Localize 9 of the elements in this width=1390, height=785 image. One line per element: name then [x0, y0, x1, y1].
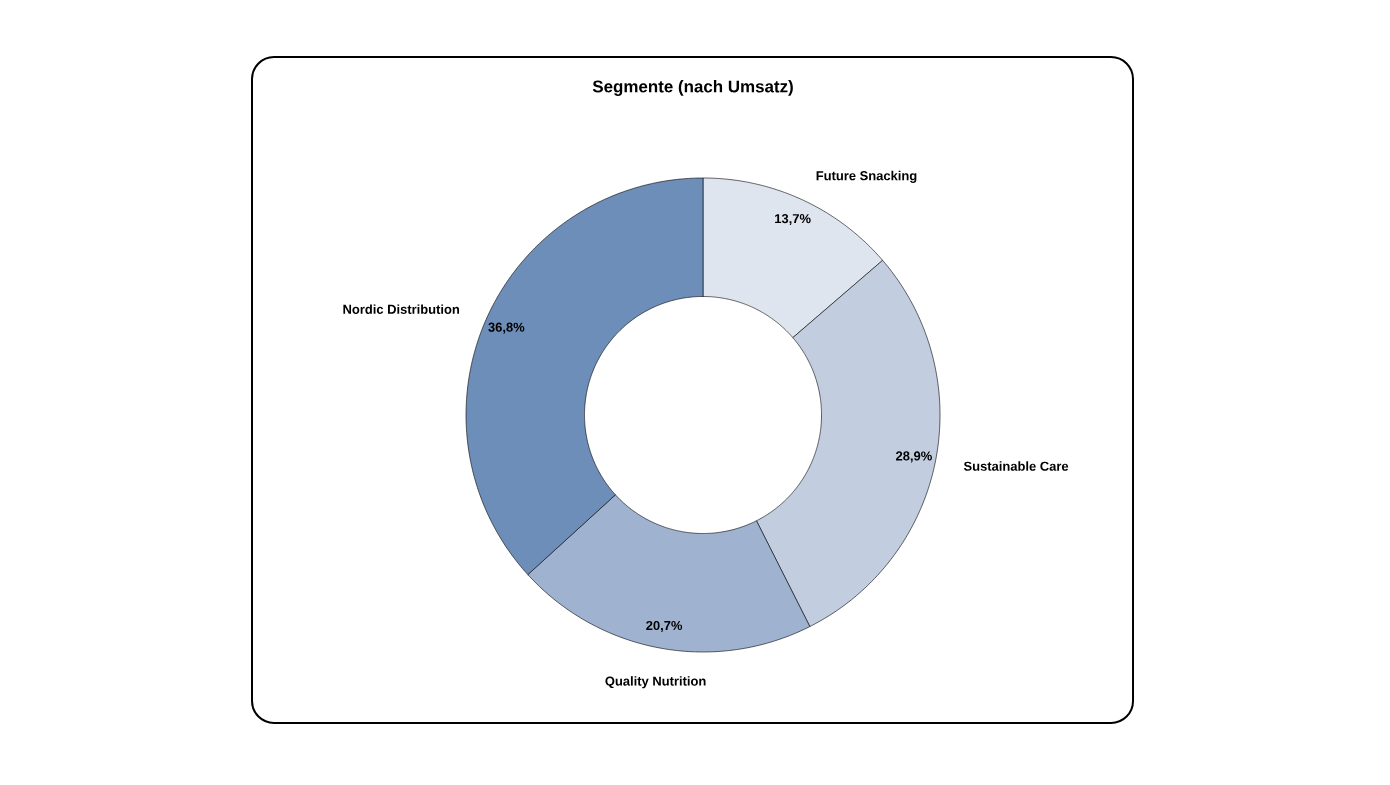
- data-label: 36,8%: [488, 322, 525, 334]
- data-label: 28,9%: [895, 451, 932, 463]
- data-label: 13,7%: [775, 214, 811, 226]
- slice-label: Nordic Distribution: [343, 304, 460, 314]
- chart-title: Segmente (nach Umsatz): [592, 80, 793, 96]
- slice-label: Quality Nutrition: [605, 676, 706, 689]
- slice-label: Sustainable Care: [963, 461, 1069, 471]
- data-label: 20,7%: [646, 620, 683, 632]
- slice-label: Future Snacking: [816, 170, 917, 183]
